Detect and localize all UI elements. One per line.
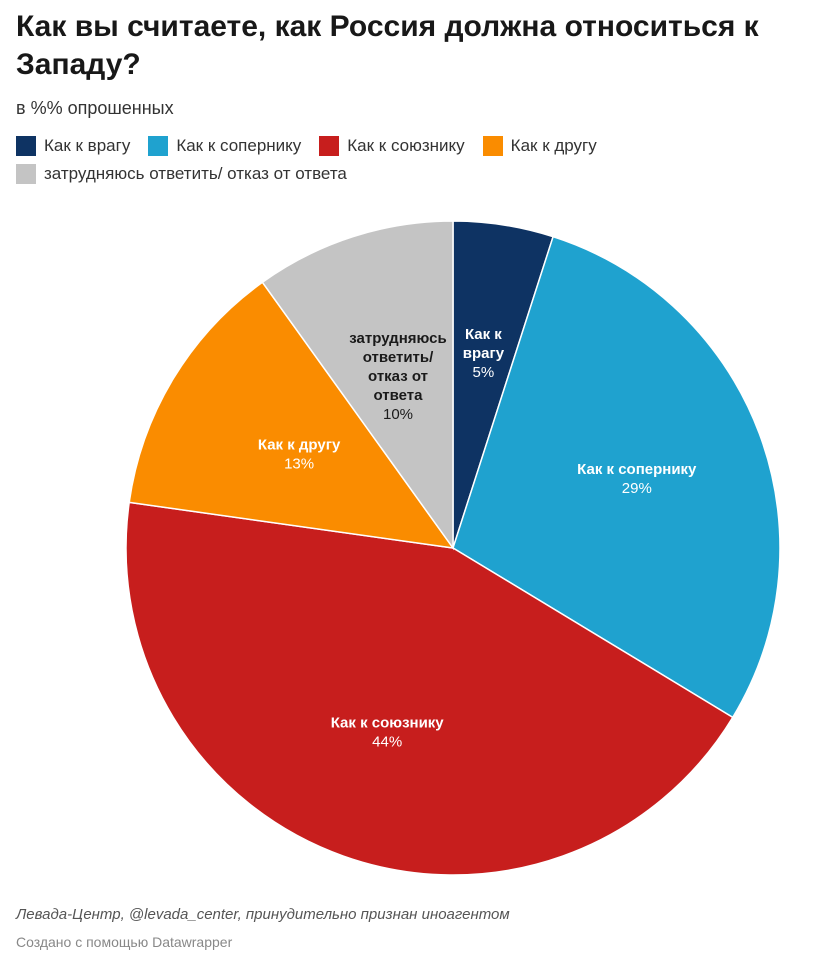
- slice-label-rival: Как к сопернику 29%: [577, 461, 697, 497]
- legend-label-ally: Как к союзнику: [347, 136, 465, 155]
- slice-label-ally: Как к союзнику 44%: [331, 714, 445, 750]
- legend-item-ally: Как к союзнику: [319, 135, 465, 157]
- slice-label-no-answer: затрудняюсь ответить/отказ от ответа 10%: [349, 330, 446, 423]
- chart-title: Как вы считаете, как Россия должна относ…: [16, 10, 759, 81]
- chart-legend: Как к врагу Как к сопернику Как к союзни…: [16, 135, 796, 185]
- slice-name-no-answer: ответа: [374, 387, 424, 404]
- slice-label-friend: Как к другу 13%: [258, 436, 341, 472]
- legend-label-no-answer: затрудняюсь ответить/ отказ от ответа: [44, 164, 347, 183]
- legend-swatch-no-answer: [16, 164, 36, 184]
- slice-label-enemy: Как к врагу 5%: [463, 326, 505, 381]
- slice-name-ally: Как к союзнику: [331, 714, 445, 731]
- legend-item-no-answer: затрудняюсь ответить/ отказ от ответа: [16, 163, 347, 185]
- slice-value-friend: 13%: [284, 455, 314, 472]
- slice-name-enemy: врагу: [463, 345, 505, 362]
- slice-name-rival: Как к сопернику: [577, 461, 697, 478]
- legend-label-friend: Как к другу: [510, 136, 597, 155]
- slice-value-no-answer: 10%: [383, 406, 413, 423]
- slice-name-friend: Как к другу: [258, 436, 341, 453]
- chart-subtitle: в %% опрошенных: [16, 98, 174, 118]
- source-note: Левада-Центр, @levada_center, принудител…: [16, 906, 510, 923]
- slice-name-no-answer: отказ от: [368, 368, 428, 385]
- pie-slice-no-answer: [261, 220, 454, 551]
- pie-chart-container: Как к врагу 5% Как к сопернику 29% Как к союз…: [0, 200, 814, 890]
- pie-slice-ally: [125, 501, 734, 876]
- legend-item-rival: Как к сопернику: [148, 135, 301, 157]
- pie-chart: Как к врагу 5% Как к сопернику 29% Как к союз…: [125, 220, 781, 876]
- legend-label-enemy: Как к врагу: [44, 136, 131, 155]
- slice-value-ally: 44%: [372, 733, 402, 750]
- legend-label-rival: Как к сопернику: [176, 136, 302, 155]
- slice-value-enemy: 5%: [473, 364, 495, 381]
- legend-swatch-ally: [319, 136, 340, 156]
- pie-slice-friend: [128, 281, 455, 549]
- legend-swatch-friend: [482, 136, 503, 156]
- credit-link[interactable]: Создано с помощью Datawrapper: [16, 934, 233, 950]
- legend-item-friend: Как к другу: [482, 135, 597, 157]
- legend-swatch-enemy: [16, 136, 36, 156]
- legend-item-enemy: Как к врагу: [16, 135, 130, 157]
- legend-swatch-rival: [148, 136, 169, 156]
- slice-value-rival: 29%: [622, 480, 652, 497]
- slice-name-no-answer: ответить/: [363, 349, 434, 366]
- slice-name-no-answer: затрудняюсь: [349, 330, 446, 347]
- slice-name-enemy: Как к: [465, 326, 502, 343]
